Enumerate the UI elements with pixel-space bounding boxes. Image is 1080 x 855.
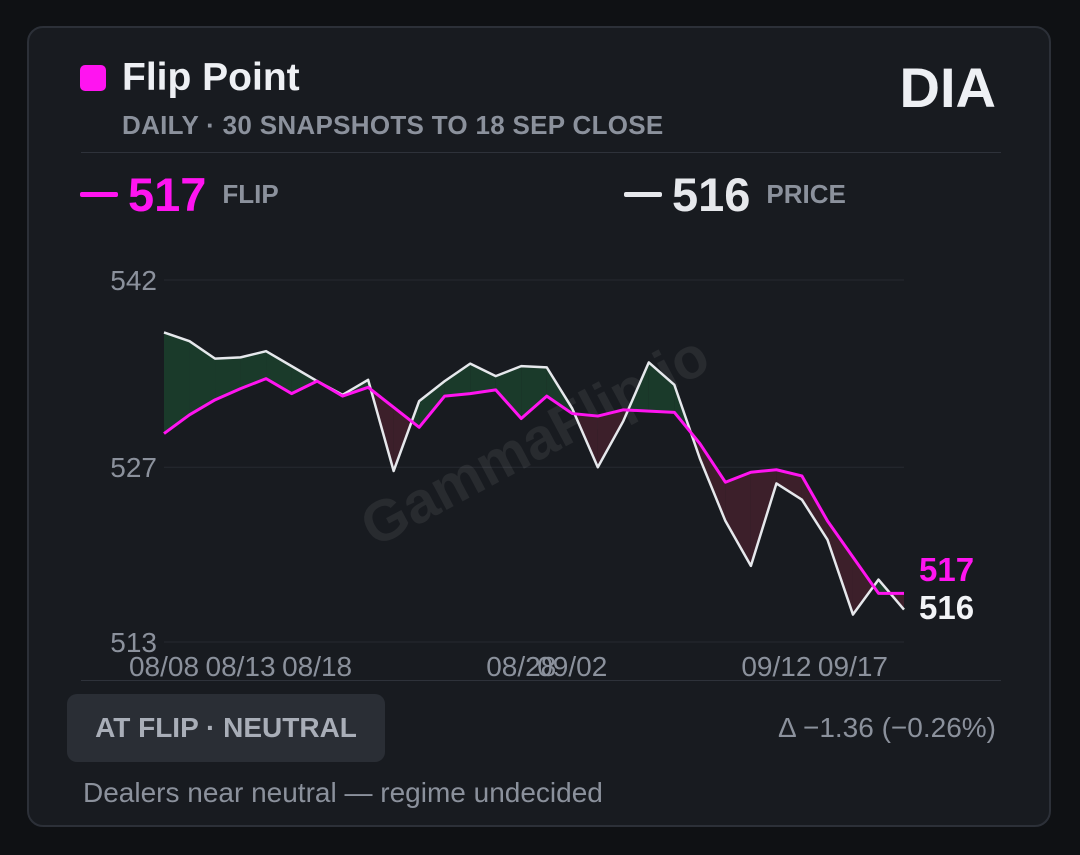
ticker-symbol: DIA [899,56,996,119]
card-title: Flip Point [122,56,300,99]
flip-readout: 517 FLIP [80,166,279,222]
regime-badge: AT FLIP · NEUTRAL [67,694,385,762]
header-divider [81,152,1001,153]
delta-readout: Δ −1.36 (−0.26%) [778,712,996,743]
spread-fill [699,443,726,521]
price-end-label: 516 [919,589,974,626]
flip-series-line [163,377,904,595]
spread-fill [852,557,874,615]
spread-fill [291,366,318,394]
footer-divider [81,680,1001,681]
x-tick-label: 09/02 [537,651,607,678]
spread-fill [189,341,216,415]
x-tick-label: 08/28 [486,651,556,678]
price-readout: 516 PRICE [624,166,846,222]
x-tick-label: 08/13 [206,651,276,678]
spread-fill [597,409,624,468]
spread-fill [725,472,751,566]
x-tick-label: 09/12 [741,651,811,678]
card-subtitle: DAILY · 30 SNAPSHOTS TO 18 SEP CLOSE [122,110,664,140]
regime-note: Dealers near neutral — regime undecided [83,777,603,808]
y-tick-label: 513 [110,627,157,658]
price-series-line [163,331,905,616]
flip-end-label: 517 [919,551,974,588]
spread-fill [266,351,292,394]
x-tick-label: 08/08 [129,651,199,678]
spread-fill [240,351,267,389]
spread-fill [215,357,241,400]
flip-value: 517 [128,167,207,221]
spread-fill [648,362,675,413]
flip-line-key [80,191,118,197]
y-tick-label: 542 [110,265,157,296]
flip-point-card: Flip Point DAILY · 30 SNAPSHOTS TO 18 SE… [27,26,1051,827]
flip-legend-swatch [80,65,106,91]
spread-fill [776,469,802,500]
x-tick-label: 09/17 [818,651,888,678]
spread-fill [801,475,828,540]
spread-fill [419,381,445,428]
spread-fill [470,363,496,394]
spread-fill [521,366,547,419]
price-value: 516 [672,167,751,221]
spread-fill [827,520,853,615]
x-tick-label: 08/18 [282,651,352,678]
spread-fill [164,332,190,434]
price-line-key [624,191,662,197]
price-label: PRICE [766,178,846,209]
spread-fill [495,366,522,419]
spread-fill [444,363,471,397]
flip-label: FLIP [222,178,279,209]
y-tick-label: 527 [110,452,157,483]
